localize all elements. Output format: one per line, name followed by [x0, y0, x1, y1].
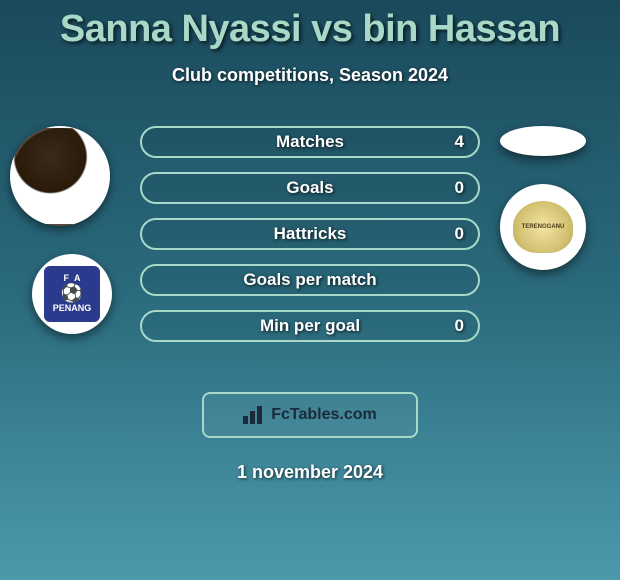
stat-right-value: 0 — [455, 224, 464, 244]
player-left-club-badge: F A ⚽ F A PENANG PENANG — [32, 254, 112, 334]
stat-right-value: 0 — [455, 178, 464, 198]
stat-row-goals: Goals 0 — [140, 172, 480, 204]
player-right-column: TERENGGANU — [490, 126, 610, 346]
stat-label: Goals — [286, 178, 333, 198]
chart-icon — [243, 406, 265, 424]
date-label: 1 november 2024 — [0, 462, 620, 483]
stat-row-min-per-goal: Min per goal 0 — [140, 310, 480, 342]
stat-label: Goals per match — [243, 270, 376, 290]
stat-label: Hattricks — [274, 224, 347, 244]
club-left-label: F A ⚽ F A PENANG PENANG — [44, 266, 100, 322]
stats-list: Matches 4 Goals 0 Hattricks 0 Goals per … — [140, 126, 480, 356]
club-right-label: TERENGGANU — [513, 201, 573, 253]
stat-label: Matches — [276, 132, 344, 152]
footer-brand-box[interactable]: FcTables.com — [202, 392, 418, 438]
player-left-avatar — [10, 126, 110, 226]
comparison-area: F A ⚽ F A PENANG PENANG TERENGGANU Match… — [0, 126, 620, 386]
stat-right-value: 0 — [455, 316, 464, 336]
player-right-avatar — [500, 126, 586, 156]
stat-row-matches: Matches 4 — [140, 126, 480, 158]
subtitle: Club competitions, Season 2024 — [0, 65, 620, 86]
stat-row-goals-per-match: Goals per match — [140, 264, 480, 296]
stat-label: Min per goal — [260, 316, 360, 336]
footer-brand-text: FcTables.com — [271, 406, 377, 424]
player-right-club-badge: TERENGGANU — [500, 184, 586, 270]
stat-row-hattricks: Hattricks 0 — [140, 218, 480, 250]
stat-right-value: 4 — [455, 132, 464, 152]
player-left-column: F A ⚽ F A PENANG PENANG — [10, 126, 130, 346]
page-title: Sanna Nyassi vs bin Hassan — [0, 0, 620, 51]
